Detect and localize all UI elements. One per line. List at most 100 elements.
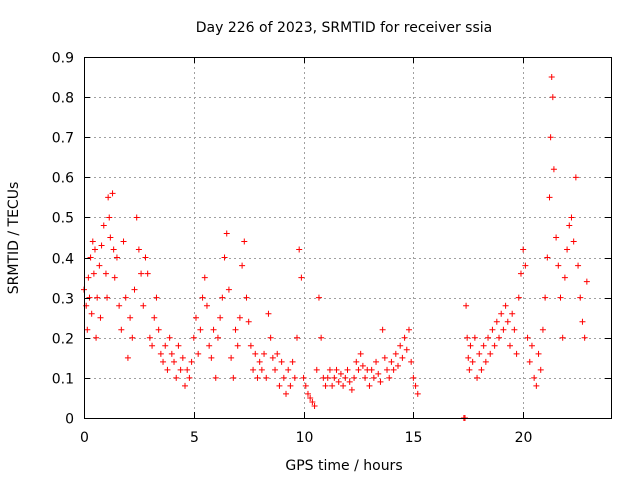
data-point xyxy=(250,366,257,373)
data-point xyxy=(105,194,112,201)
data-point xyxy=(153,294,160,301)
x-tick-label: 15 xyxy=(405,430,423,446)
data-point xyxy=(96,262,103,269)
data-point xyxy=(166,334,173,341)
data-point xyxy=(261,350,268,357)
data-point xyxy=(346,378,353,385)
data-point xyxy=(547,134,554,141)
data-point xyxy=(348,386,355,393)
data-point xyxy=(482,358,489,365)
data-point xyxy=(500,326,507,333)
data-point xyxy=(553,234,560,241)
data-point xyxy=(487,350,494,357)
data-point xyxy=(570,238,577,245)
y-tick-label: 0 xyxy=(65,412,74,428)
x-axis-title: GPS time / hours xyxy=(285,458,402,474)
data-point xyxy=(113,254,120,261)
data-point xyxy=(466,366,473,373)
data-point xyxy=(219,294,226,301)
x-tick-label: 10 xyxy=(296,430,314,446)
data-point xyxy=(302,382,309,389)
data-point xyxy=(559,334,566,341)
data-point xyxy=(146,334,153,341)
data-point xyxy=(384,366,391,373)
data-point xyxy=(392,350,399,357)
data-point xyxy=(232,326,239,333)
data-point xyxy=(122,294,129,301)
data-point xyxy=(395,362,402,369)
data-point xyxy=(144,270,151,277)
data-point xyxy=(223,230,230,237)
data-point xyxy=(140,302,147,309)
data-point xyxy=(474,374,481,381)
data-point xyxy=(276,382,283,389)
data-point xyxy=(203,302,210,309)
data-point xyxy=(201,274,208,281)
data-point xyxy=(405,326,412,333)
data-point xyxy=(337,370,344,377)
data-point xyxy=(572,174,579,181)
x-tick-label: 20 xyxy=(515,430,533,446)
data-point xyxy=(300,374,307,381)
data-point xyxy=(256,358,263,365)
data-point xyxy=(106,214,113,221)
data-point xyxy=(583,278,590,285)
data-point xyxy=(129,334,136,341)
data-point xyxy=(221,254,228,261)
data-point xyxy=(335,378,342,385)
data-point xyxy=(109,190,116,197)
data-point xyxy=(513,350,520,357)
data-point xyxy=(324,374,331,381)
data-point xyxy=(87,254,94,261)
data-point xyxy=(520,246,527,253)
data-point xyxy=(102,270,109,277)
y-tick-label: 0.2 xyxy=(52,332,74,348)
data-point xyxy=(155,326,162,333)
data-point xyxy=(149,342,156,349)
data-point xyxy=(333,366,340,373)
data-point xyxy=(469,358,476,365)
data-point xyxy=(100,222,107,229)
data-point xyxy=(230,374,237,381)
data-point xyxy=(331,374,338,381)
data-point xyxy=(274,350,281,357)
data-point xyxy=(118,326,125,333)
data-point xyxy=(182,382,189,389)
data-point xyxy=(228,354,235,361)
data-point xyxy=(272,366,279,373)
data-point xyxy=(509,310,516,317)
data-point xyxy=(555,262,562,269)
data-point xyxy=(184,366,191,373)
grid-lines xyxy=(84,57,611,418)
data-point xyxy=(504,318,511,325)
data-point xyxy=(390,366,397,373)
data-point xyxy=(90,270,97,277)
data-point xyxy=(502,302,509,309)
data-point xyxy=(388,358,395,365)
data-point xyxy=(265,310,272,317)
data-point xyxy=(485,334,492,341)
data-point xyxy=(164,366,171,373)
data-point xyxy=(177,366,184,373)
data-point xyxy=(199,294,206,301)
data-point xyxy=(476,350,483,357)
data-point xyxy=(192,314,199,321)
data-point xyxy=(254,374,261,381)
y-tick-label: 0.8 xyxy=(52,91,74,107)
data-point xyxy=(88,310,95,317)
data-point xyxy=(94,294,101,301)
data-point xyxy=(403,346,410,353)
data-point xyxy=(206,342,213,349)
data-point xyxy=(267,334,274,341)
y-tick-label: 0.1 xyxy=(52,372,74,388)
data-point xyxy=(245,318,252,325)
data-point xyxy=(269,354,276,361)
y-tick-label: 0.4 xyxy=(52,252,74,268)
data-point xyxy=(342,374,349,381)
data-point xyxy=(480,342,487,349)
data-point xyxy=(214,334,221,341)
data-point xyxy=(522,262,529,269)
data-point xyxy=(397,342,404,349)
data-point xyxy=(326,366,333,373)
data-point xyxy=(241,238,248,245)
